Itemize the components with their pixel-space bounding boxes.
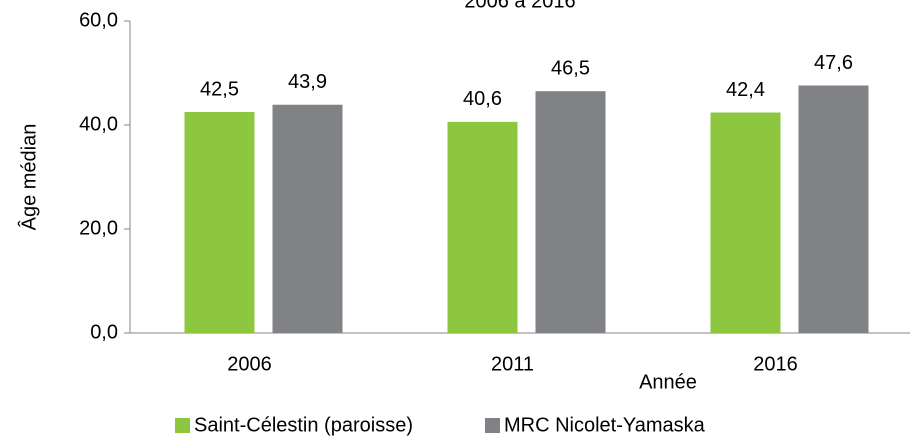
x-tick-label: 2016 [753, 353, 798, 375]
value-label: 47,6 [814, 52, 853, 74]
bar [184, 112, 255, 333]
y-tick-label: 20,0 [79, 217, 118, 239]
legend-label: MRC Nicolet-Yamaska [504, 414, 706, 436]
bar [272, 104, 343, 333]
value-label: 46,5 [551, 57, 590, 79]
value-label: 42,4 [726, 79, 765, 101]
x-tick-label: 2011 [491, 353, 534, 375]
bar [447, 121, 518, 333]
x-tick-label: 2006 [227, 353, 272, 375]
chart-title: 2006 à 2016 [464, 0, 575, 12]
bar [535, 91, 606, 333]
legend-swatch [485, 418, 500, 433]
value-label: 40,6 [463, 88, 502, 110]
x-axis-label: Année [639, 371, 697, 393]
value-label: 42,5 [200, 78, 239, 100]
value-label: 43,9 [288, 71, 327, 93]
legend-label: Saint-Célestin (paroisse) [194, 414, 413, 436]
y-tick-label: 40,0 [79, 113, 118, 135]
legend-swatch [175, 418, 190, 433]
bar [798, 85, 869, 333]
bar [710, 112, 781, 334]
y-tick-label: 0,0 [90, 321, 118, 343]
y-tick-label: 60,0 [79, 9, 118, 31]
y-axis-label: Âge médian [17, 124, 40, 231]
